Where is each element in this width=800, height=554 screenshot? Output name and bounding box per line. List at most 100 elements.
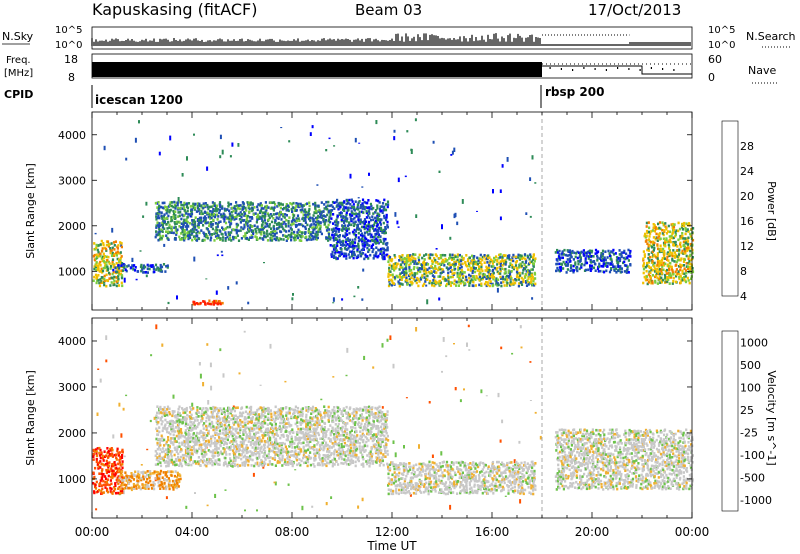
heatmap-cell	[391, 266, 395, 270]
heatmap-cell	[203, 234, 206, 238]
heatmap-cell	[656, 267, 659, 271]
heatmap-cell	[660, 279, 663, 282]
heatmap-cell	[186, 156, 188, 161]
heatmap-cell	[201, 212, 204, 215]
heatmap-cell	[285, 214, 288, 217]
heatmap-cell	[202, 413, 205, 417]
heatmap-cell	[198, 447, 201, 450]
heatmap-cell	[363, 234, 366, 237]
heatmap-cell	[349, 218, 352, 221]
heatmap-cell	[183, 214, 186, 217]
heatmap-cell	[360, 248, 363, 252]
heatmap-cell	[340, 228, 343, 232]
heatmap-cell	[391, 279, 394, 283]
heatmap-cell	[256, 213, 259, 216]
heatmap-cell	[160, 456, 164, 460]
heatmap-cell	[117, 275, 120, 278]
heatmap-cell	[249, 203, 252, 206]
heatmap-cell	[175, 434, 178, 438]
heatmap-cell	[110, 242, 113, 245]
heatmap-cell	[512, 259, 515, 263]
heatmap-cell	[167, 450, 170, 454]
heatmap-cell	[310, 223, 313, 226]
heatmap-cell	[242, 207, 245, 211]
heatmap-cell	[658, 277, 661, 281]
heatmap-cell	[182, 421, 185, 424]
heatmap-cell	[156, 206, 159, 209]
heatmap-cell	[688, 222, 691, 225]
heatmap-cell	[168, 420, 172, 423]
heatmap-cell	[357, 254, 360, 257]
heatmap-cell	[132, 268, 135, 271]
heatmap-cell	[319, 227, 322, 231]
heatmap-cell	[111, 227, 114, 233]
heatmap-cell	[152, 483, 155, 487]
heatmap-cell	[210, 225, 213, 228]
heatmap-cell	[448, 282, 451, 286]
heatmap-cell	[200, 221, 203, 224]
heatmap-cell	[117, 264, 120, 267]
heatmap-cell	[429, 253, 432, 256]
heatmap-cell	[441, 258, 444, 262]
heatmap-cell	[206, 442, 209, 446]
heatmap-cell	[194, 237, 197, 240]
heatmap-cell	[162, 234, 165, 238]
heatmap-cell	[314, 216, 318, 220]
heatmap-cell	[521, 260, 524, 264]
heatmap-cell	[683, 276, 686, 279]
heatmap-cell	[439, 267, 442, 271]
heatmap-cell	[235, 281, 238, 285]
heatmap-cell	[173, 221, 176, 224]
heatmap-cell	[254, 212, 257, 215]
heatmap-cell	[490, 265, 493, 268]
heatmap-cell	[585, 261, 589, 265]
heatmap-cell	[684, 232, 687, 236]
heatmap-cell	[163, 227, 166, 230]
heatmap-cell	[671, 259, 674, 262]
nave-point	[583, 67, 585, 69]
heatmap-cell	[500, 284, 503, 288]
heatmap-cell	[113, 453, 116, 457]
heatmap-cell	[334, 238, 337, 241]
heatmap-cell	[276, 205, 279, 208]
heatmap-cell	[589, 258, 592, 262]
heatmap-cell	[160, 265, 164, 269]
heatmap-cell	[564, 253, 567, 257]
heatmap-cell	[478, 275, 481, 279]
heatmap-cell	[560, 253, 564, 256]
heatmap-cell	[112, 270, 115, 274]
heatmap-cell	[400, 282, 403, 286]
heatmap-cell	[460, 255, 463, 258]
heatmap-cell	[454, 387, 457, 391]
heatmap-cell	[219, 348, 222, 352]
heatmap-cell	[158, 232, 161, 235]
heatmap-cell	[304, 202, 307, 206]
heatmap-cell	[327, 239, 330, 242]
heatmap-cell	[244, 234, 247, 237]
heatmap-cell	[603, 256, 606, 259]
heatmap-cell	[180, 232, 183, 235]
heatmap-cell	[113, 275, 116, 279]
heatmap-cell	[174, 216, 177, 220]
heatmap-cell	[137, 476, 141, 479]
heatmap-cell	[380, 240, 383, 244]
heatmap-cell	[130, 486, 134, 490]
heatmap-cell	[669, 230, 672, 234]
heatmap-cell	[239, 204, 242, 207]
heatmap-cell	[627, 248, 630, 252]
heatmap-cell	[656, 254, 659, 257]
heatmap-cell	[496, 266, 499, 270]
heatmap-cell	[119, 256, 122, 260]
heatmap-cell	[100, 453, 103, 456]
heatmap-cell	[262, 238, 265, 241]
heatmap-cell	[559, 269, 563, 272]
heatmap-cell	[445, 284, 448, 288]
heatmap-cell	[205, 420, 208, 423]
heatmap-cell	[402, 268, 405, 271]
heatmap-cell	[658, 268, 661, 271]
heatmap-cell	[303, 210, 306, 213]
heatmap-cell	[170, 458, 173, 462]
heatmap-cell	[648, 235, 651, 238]
